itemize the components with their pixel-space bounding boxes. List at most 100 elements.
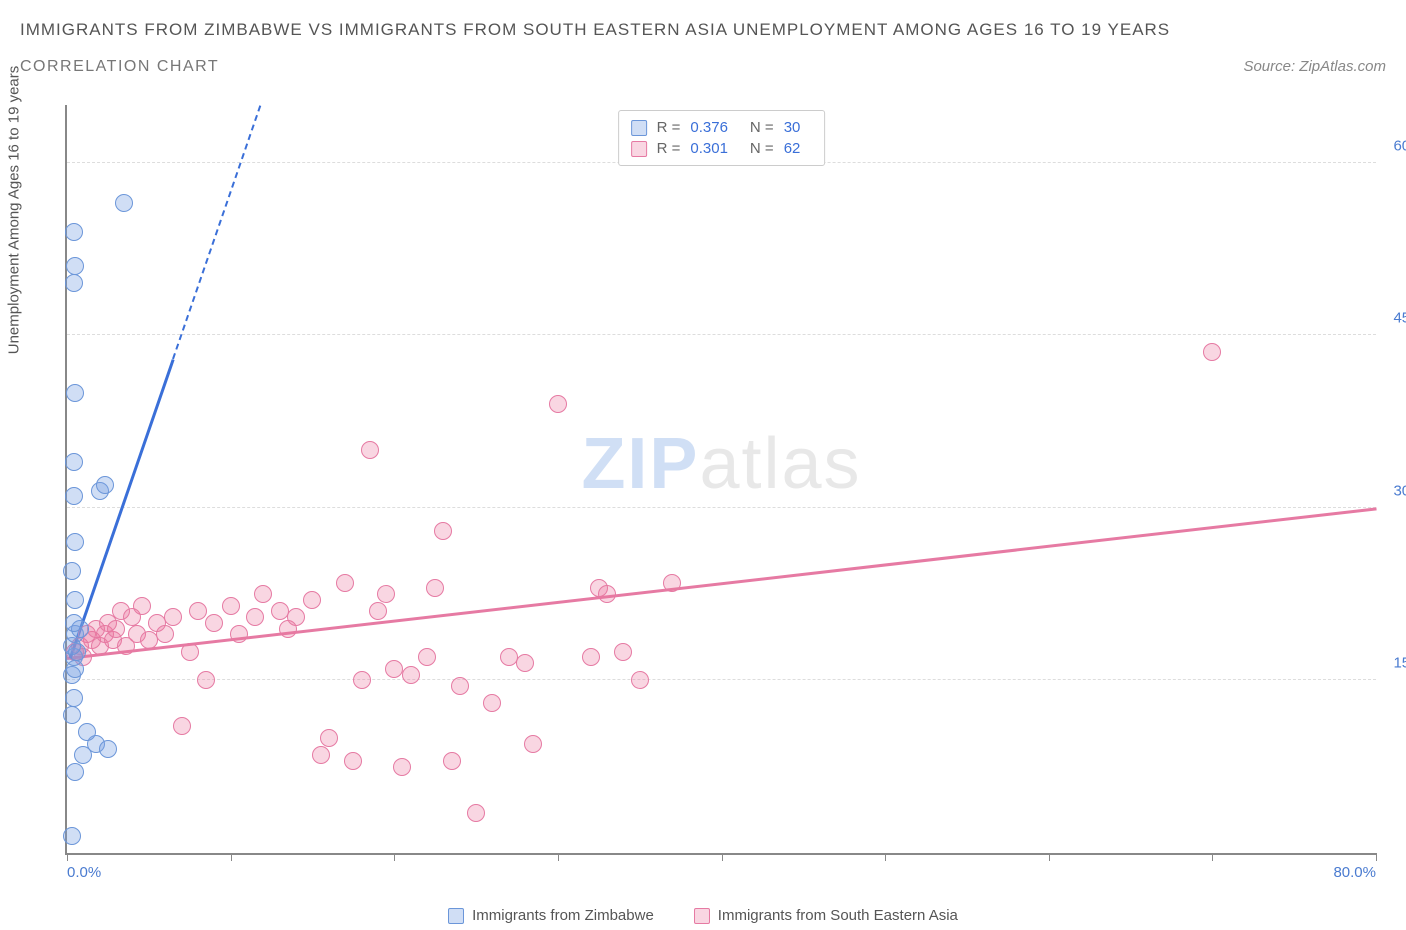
data-point [369,602,387,620]
data-point [434,522,452,540]
legend-item-zimbabwe: Immigrants from Zimbabwe [448,907,654,924]
data-point [312,746,330,764]
data-point [173,717,191,735]
chart-container: Unemployment Among Ages 16 to 19 years Z… [20,95,1386,885]
data-point [66,591,84,609]
legend-row-zimbabwe: R =0.376 N =30 [631,117,813,138]
data-point [614,643,632,661]
data-point [320,729,338,747]
data-point [246,608,264,626]
bottom-legend: Immigrants from Zimbabwe Immigrants from… [0,907,1406,924]
data-point [63,562,81,580]
data-point [663,574,681,592]
data-point [222,597,240,615]
data-point [63,827,81,845]
data-point [230,625,248,643]
gridline [67,679,1376,680]
data-point [78,723,96,741]
data-point [133,597,151,615]
plot-area: ZIPatlas R =0.376 N =30 R =0.301 N =62 1… [65,105,1376,855]
x-tick [1212,853,1213,861]
chart-title: IMMIGRANTS FROM ZIMBABWE VS IMMIGRANTS F… [20,20,1386,40]
data-point [66,763,84,781]
gridline [67,507,1376,508]
y-tick-label: 60.0% [1381,137,1406,154]
data-point [140,631,158,649]
data-point [254,585,272,603]
x-tick [231,853,232,861]
x-tick [394,853,395,861]
data-point [65,274,83,292]
data-point [467,804,485,822]
data-point [271,602,289,620]
data-point [344,752,362,770]
data-point [287,608,305,626]
data-point [156,625,174,643]
data-point [1203,343,1221,361]
data-point [443,752,461,770]
swatch-zimbabwe-bottom [448,908,464,924]
data-point [181,643,199,661]
data-point [451,677,469,695]
data-point [164,608,182,626]
data-point [65,614,83,632]
data-point [516,654,534,672]
data-point [115,194,133,212]
data-point [65,223,83,241]
x-tick [67,853,68,861]
legend-label-sea: Immigrants from South Eastern Asia [718,907,958,924]
x-tick [1049,853,1050,861]
data-point [500,648,518,666]
data-point [426,579,444,597]
data-point [65,487,83,505]
data-point [205,614,223,632]
chart-subtitle: CORRELATION CHART [20,58,219,76]
data-point [418,648,436,666]
data-point [197,671,215,689]
y-tick-label: 30.0% [1381,482,1406,499]
r-value-zimbabwe: 0.376 [690,119,728,136]
swatch-sea [631,141,647,157]
legend-stats: R =0.376 N =30 R =0.301 N =62 [618,110,826,166]
data-point [483,694,501,712]
data-point [66,257,84,275]
data-point [549,395,567,413]
y-tick-label: 15.0% [1381,655,1406,672]
data-point [524,735,542,753]
watermark: ZIPatlas [581,423,861,505]
data-point [631,671,649,689]
data-point [189,602,207,620]
source-attribution: Source: ZipAtlas.com [1243,58,1386,75]
data-point [96,476,114,494]
data-point [598,585,616,603]
legend-item-sea: Immigrants from South Eastern Asia [694,907,958,924]
legend-label-zimbabwe: Immigrants from Zimbabwe [472,907,654,924]
y-tick-label: 45.0% [1381,310,1406,327]
x-tick [558,853,559,861]
data-point [99,740,117,758]
n-value-sea: 62 [784,140,801,157]
trend-line [67,508,1376,660]
data-point [385,660,403,678]
data-point [377,585,395,603]
y-axis-label: Unemployment Among Ages 16 to 19 years [6,66,23,355]
data-point [107,620,125,638]
trend-line-extrapolated [172,106,261,360]
data-point [66,533,84,551]
data-point [65,689,83,707]
x-tick [885,853,886,861]
n-value-zimbabwe: 30 [784,119,801,136]
legend-row-sea: R =0.301 N =62 [631,138,813,159]
data-point [63,706,81,724]
x-tick-label-max: 80.0% [1333,864,1376,881]
data-point [353,671,371,689]
gridline [67,334,1376,335]
data-point [582,648,600,666]
data-point [402,666,420,684]
data-point [361,441,379,459]
r-value-sea: 0.301 [690,140,728,157]
swatch-sea-bottom [694,908,710,924]
data-point [65,453,83,471]
data-point [393,758,411,776]
swatch-zimbabwe [631,120,647,136]
